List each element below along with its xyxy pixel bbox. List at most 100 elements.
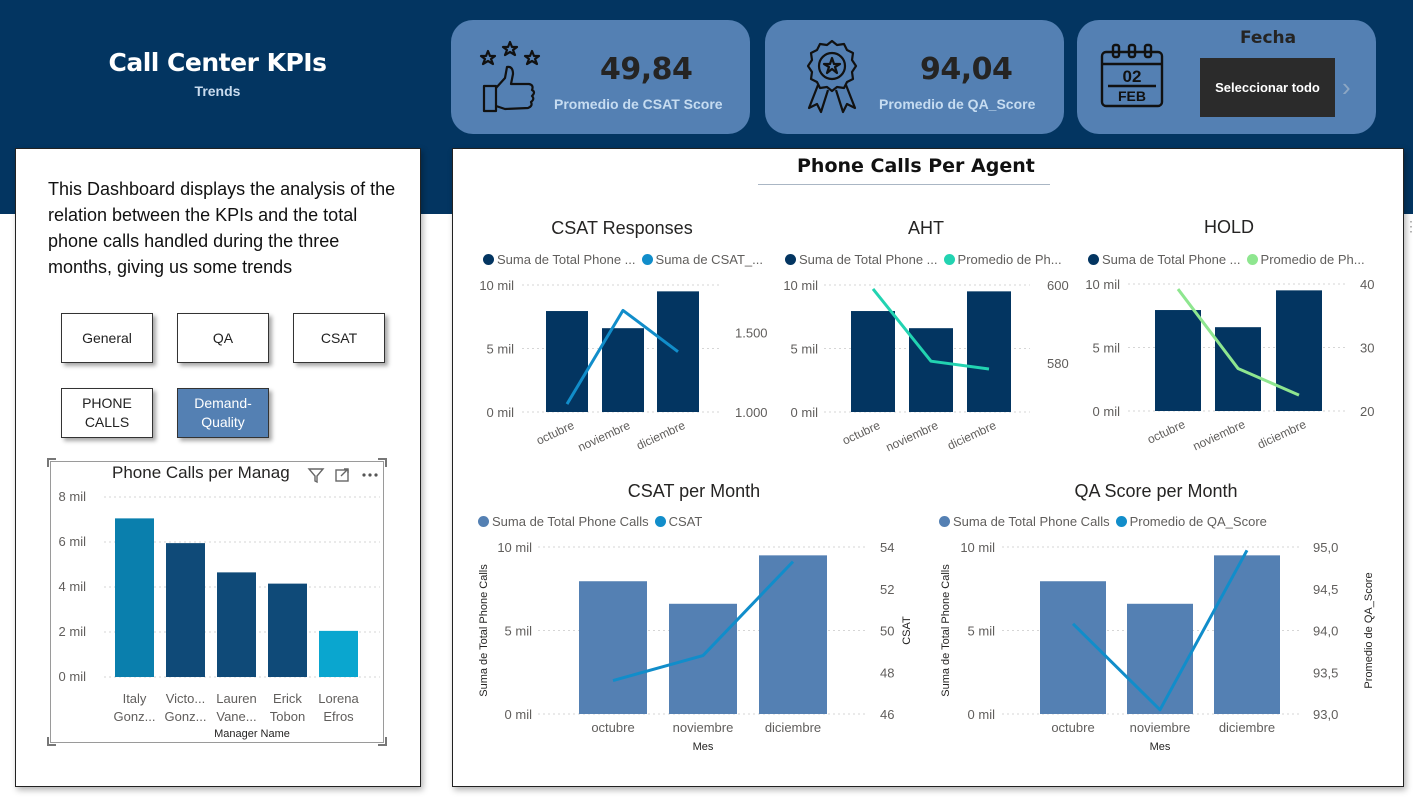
csat-kpi-card[interactable]: 49,84 Promedio de CSAT Score [451,20,750,134]
bar [602,328,644,412]
x-tick-label: Lauren [216,691,256,706]
qa-kpi-card[interactable]: 94,04 Promedio de QA_Score [765,20,1064,134]
y-tick-label: 4 mil [59,579,87,594]
bar [1127,603,1193,714]
legend-label: Suma de Total Phone Calls [953,514,1110,529]
csat-month-title: CSAT per Month [627,481,761,501]
resize-handle-tl[interactable] [47,458,56,467]
left-tick-label: 10 mil [1085,277,1120,292]
left-tick-label: 5 mil [505,624,533,639]
series-line [1176,288,1300,397]
right-tick-label: 52 [880,582,894,597]
x-tick-label: noviembre [673,720,734,735]
csat-month-legend: Suma de Total Phone Calls CSAT [478,514,708,529]
left-tick-label: 10 mil [479,278,514,293]
series-line [871,287,990,371]
nav-button-phone-calls[interactable]: PHONE CALLS [61,388,153,438]
x-tick-label: noviembre [884,418,941,455]
bar [546,311,588,412]
legend-item[interactable]: Suma de CSAT_... [641,252,763,267]
left-tick-label: 0 mil [505,707,533,722]
bar [166,543,205,677]
date-slicer-title: Fecha [1240,28,1297,48]
legend-item[interactable]: Promedio de Ph... [1246,252,1365,267]
y-axis-label-left: Suma de Total Phone Calls [478,564,490,697]
left-tick-label: 5 mil [791,342,819,357]
aht-legend: Suma de Total Phone ... Promedio de Ph..… [785,252,1068,267]
legend-label: Promedio de Ph... [957,252,1062,267]
visual-selection-border [50,461,384,743]
csat-responses-title: CSAT Responses [551,218,693,238]
aht-title: AHT [908,218,944,238]
bar [1155,310,1201,411]
nav-button-demand-quality-label: Demand-Quality [194,395,252,430]
legend-label: CSAT [668,514,703,529]
left-tick-label: 0 mil [487,405,515,420]
intro-text: This Dashboard displays the analysis of … [48,179,396,277]
chevron-right-icon[interactable]: › [1342,72,1351,102]
left-tick-label: 5 mil [968,624,996,639]
left-tick-label: 0 mil [1093,404,1121,419]
series-line [565,308,679,405]
right-tick-label: 580 [1047,356,1069,371]
csat-kpi-label: Promedio de CSAT Score [554,96,723,112]
x-tick-label: noviembre [576,418,633,455]
more-options-icon[interactable] [362,473,378,477]
qa-kpi-value: 94,04 [920,52,1013,87]
x-tick-label: diciembre [634,418,687,453]
left-tick-label: 5 mil [487,342,515,357]
x-tick-label: octubre [534,418,576,448]
nav-button-csat[interactable]: CSAT [293,313,385,363]
x-axis-label: Mes [693,741,714,753]
focus-mode-icon[interactable] [335,469,349,482]
right-tick-label: 54 [880,540,894,555]
filter-icon[interactable] [307,468,325,484]
nav-button-demand-quality[interactable]: Demand-Quality [177,388,269,438]
nav-button-qa[interactable]: QA [177,313,269,363]
legend-item[interactable]: Promedio de QA_Score [1115,514,1267,529]
csat-kpi-value: 49,84 [600,52,693,87]
x-tick-label: Lorena [318,691,359,706]
qa-kpi-label: Promedio de QA_Score [879,96,1036,112]
right-tick-label: 1.500 [735,326,768,341]
series-line [612,560,795,683]
x-tick-label: octubre [1051,720,1094,735]
x-tick-label: octubre [591,720,634,735]
bar [115,518,154,677]
bar [759,555,827,714]
left-tick-label: 10 mil [960,540,995,555]
legend-item[interactable]: Suma de Total Phone ... [483,252,636,267]
legend-label: Promedio de QA_Score [1129,514,1267,529]
x-tick-label: diciembre [1219,720,1275,735]
legend-item[interactable]: Suma de Total Phone Calls [478,514,649,529]
bar [1276,290,1322,411]
resize-handle-tr[interactable] [378,458,387,467]
series-line [1071,549,1249,712]
x-axis-label: Mes [1150,741,1171,753]
legend-item[interactable]: Suma de Total Phone ... [1088,252,1241,267]
legend-item[interactable]: Promedio de Ph... [943,252,1062,267]
more-options-icon[interactable]: ⋮ [1404,218,1413,234]
right-tick-label: 94,0 [1313,624,1338,639]
bar [851,311,895,412]
resize-handle-br[interactable] [378,737,387,746]
resize-handle-bl[interactable] [47,737,56,746]
right-tick-label: 94,5 [1313,582,1338,597]
right-tick-label: 93,0 [1313,707,1338,722]
bar [319,630,358,677]
y-tick-label: 0 mil [59,669,87,684]
date-slicer-dropdown[interactable]: Seleccionar todo [1200,58,1335,117]
legend-item[interactable]: Suma de Total Phone Calls [939,514,1110,529]
legend-item[interactable]: CSAT [654,514,703,529]
x-tick-label: Italy [123,691,147,706]
manager-chart-title: Phone Calls per Manag [112,463,290,482]
x-tick-label: noviembre [1130,720,1191,735]
nav-button-general[interactable]: General [61,313,153,363]
manager-calls-chart[interactable]: Phone Calls per Manag 0 mil 2 mil 4 mil 6 m… [47,458,387,746]
title-underline [758,184,1050,185]
right-tick-label: 20 [1360,404,1374,419]
right-tick-label: 93,5 [1313,665,1338,680]
legend-item[interactable]: Suma de Total Phone ... [785,252,938,267]
x-tick-label: diciembre [1255,417,1308,452]
